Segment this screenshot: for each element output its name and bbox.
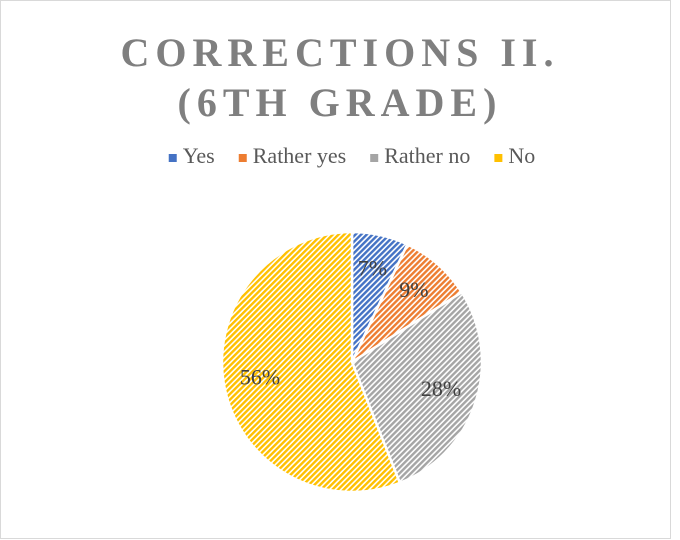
chart-title: CORRECTIONS II. (6TH GRADE) [120, 30, 560, 125]
legend-marker [370, 154, 379, 162]
data-label: 28% [421, 376, 461, 401]
legend-label: Rather no [384, 143, 470, 168]
data-label: 9% [399, 277, 428, 302]
pie-slice [350, 290, 484, 485]
data-label: 56% [240, 365, 280, 390]
legend-label: No [508, 143, 535, 168]
data-label: 7% [358, 256, 387, 281]
legend-marker [168, 154, 177, 162]
legend-marker [494, 154, 503, 162]
legend-marker [238, 154, 247, 162]
pie-slice [220, 230, 402, 494]
legend-label: Rather yes [253, 143, 346, 168]
legend-label: Yes [183, 143, 215, 168]
